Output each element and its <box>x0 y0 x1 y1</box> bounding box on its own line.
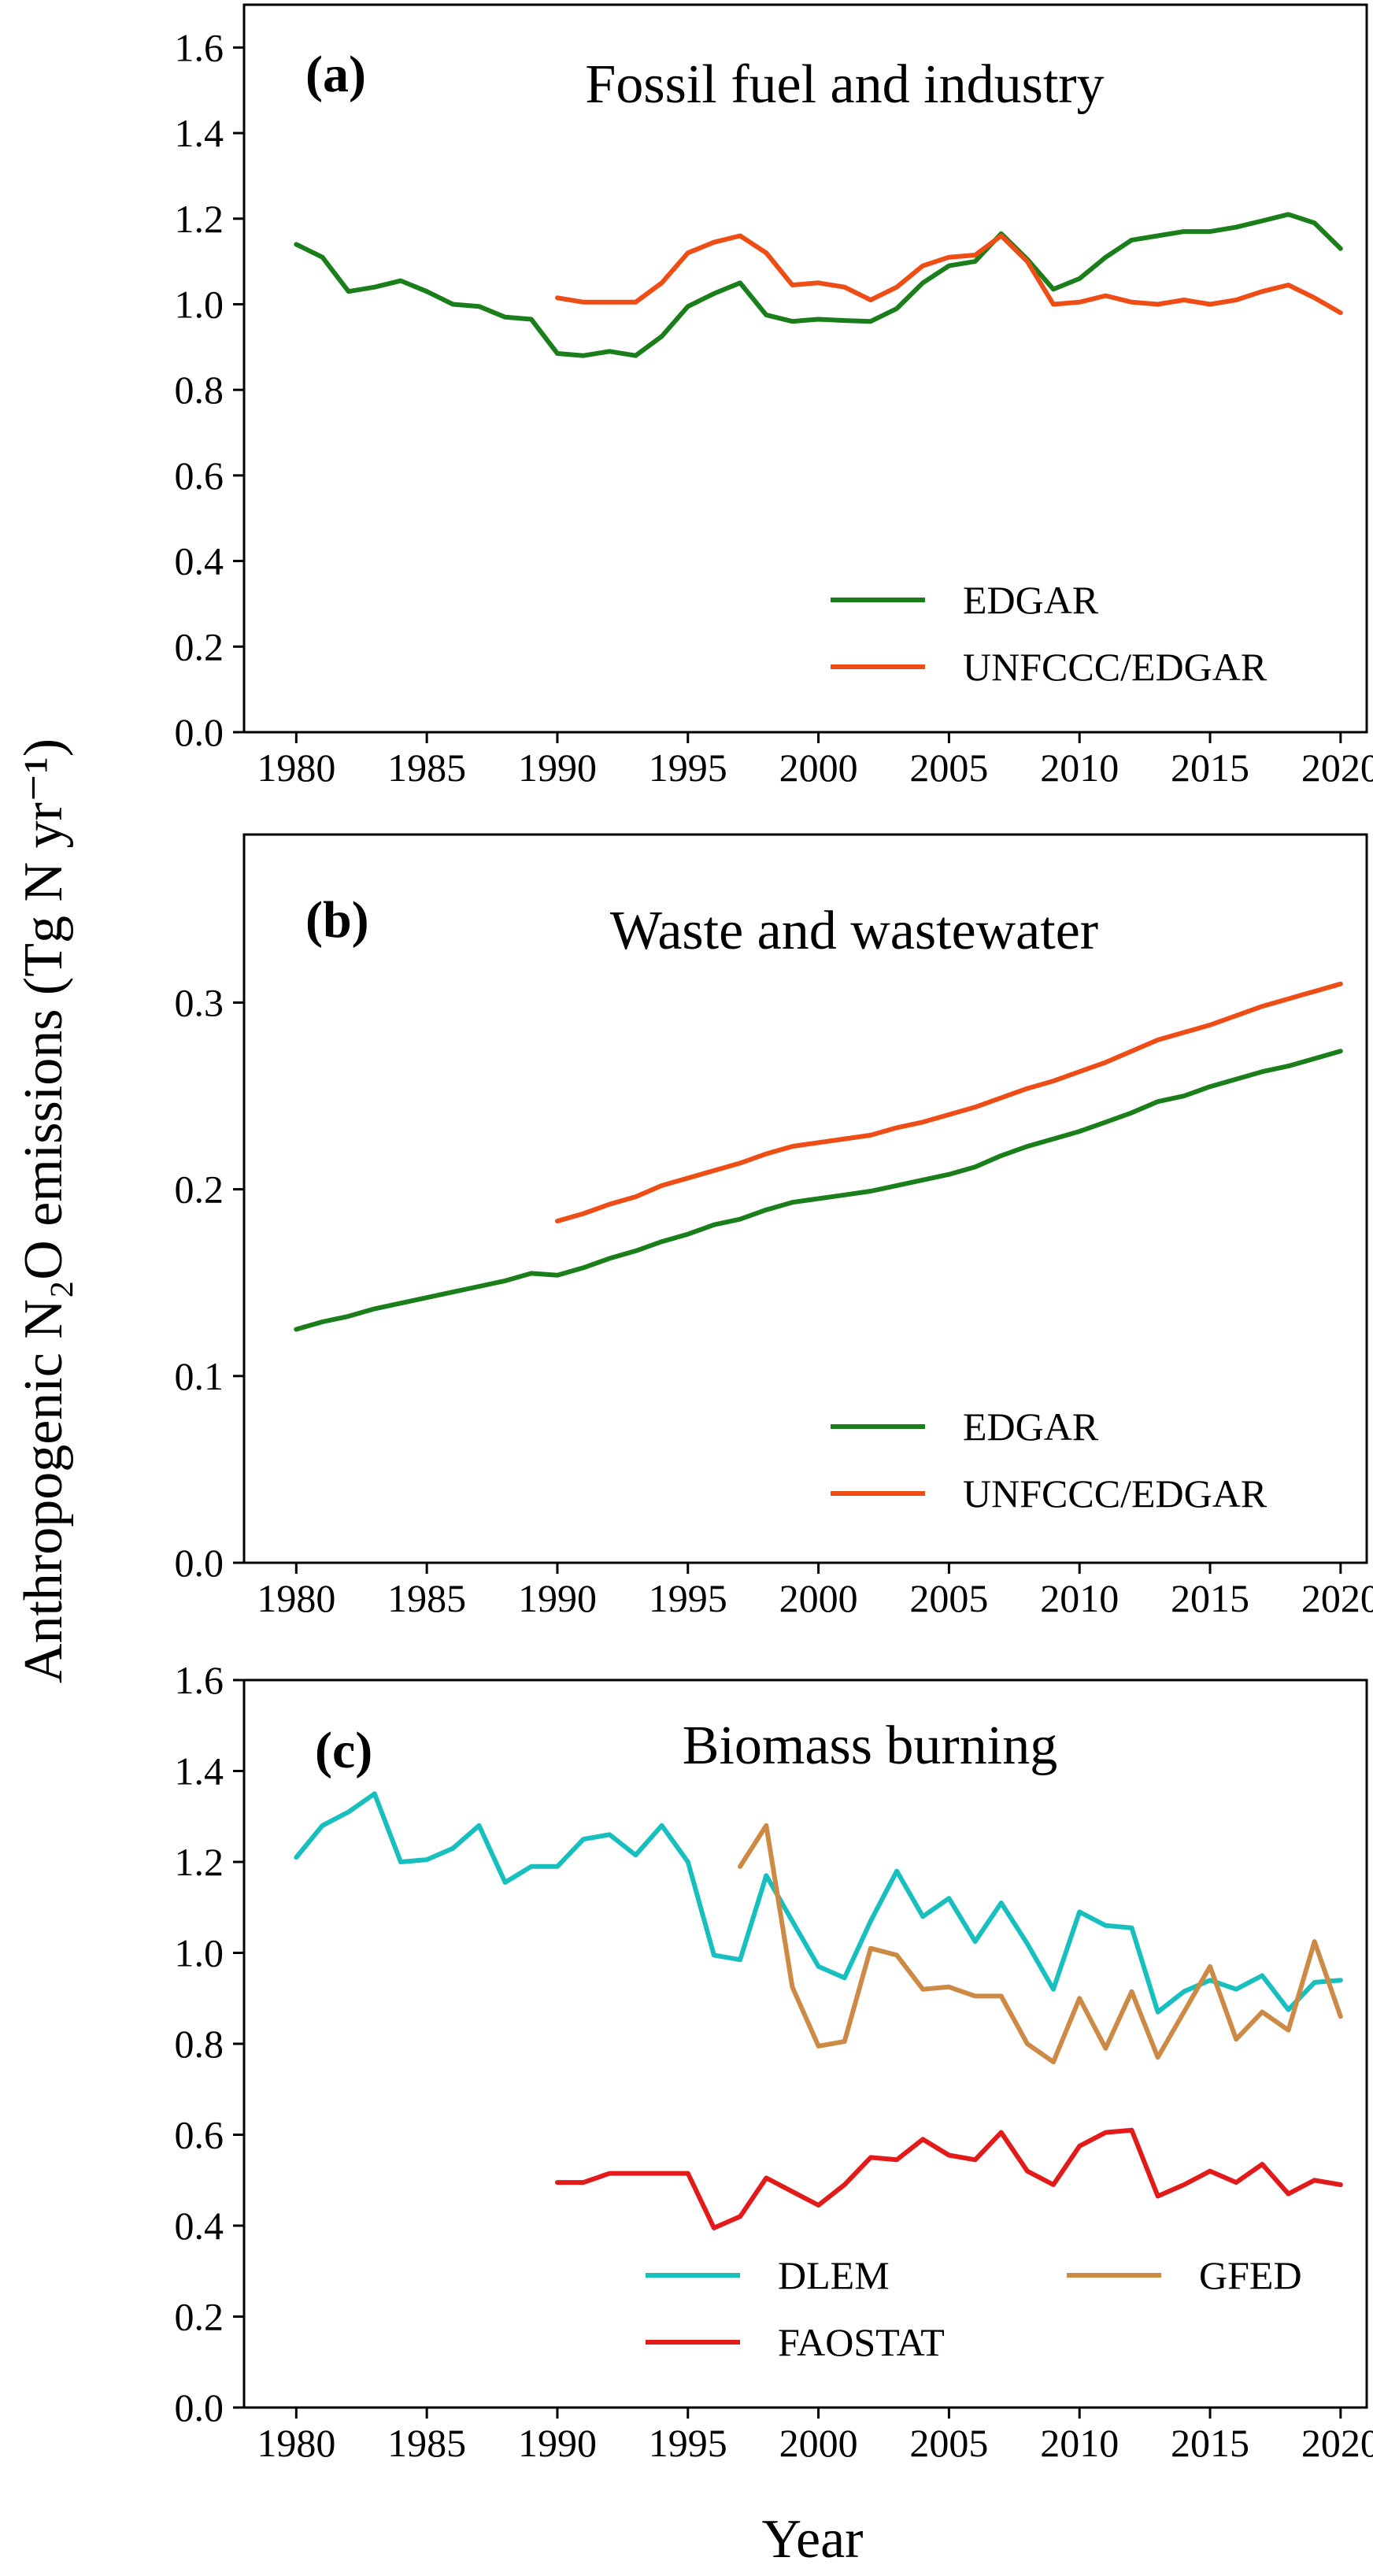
y-tick-label: 0.0 <box>175 710 224 754</box>
y-tick-label: 0.6 <box>175 453 224 498</box>
y-tick-label: 1.4 <box>175 111 224 155</box>
y-tick-label: 1.2 <box>175 197 224 241</box>
legend: EDGAR UNFCCC/EDGAR <box>831 1405 1268 1516</box>
y-tick-label: 0.8 <box>175 2022 224 2066</box>
y-tick-label: 0.8 <box>175 368 224 412</box>
legend-label: EDGAR <box>963 578 1099 622</box>
y-tick-label: 0.0 <box>175 1541 224 1585</box>
legend-label: GFED <box>1199 2253 1302 2297</box>
x-tick-label: 1985 <box>387 2421 466 2465</box>
series-line-gfed <box>738 1823 1343 2065</box>
x-tick-label: 2015 <box>1171 2421 1249 2465</box>
x-tick-label: 2005 <box>909 2421 988 2465</box>
y-tick-label: 1.0 <box>175 1931 224 1975</box>
x-tick-label: 2005 <box>909 1576 988 1620</box>
series-line-unfccc-edgar <box>555 981 1343 1223</box>
series-line-edgar <box>294 212 1343 358</box>
panel-3: 1980 1985 1990 1995 2000 2005 2010 2015 2020 0.0 0… <box>175 1658 1373 2465</box>
x-tick-label: 2020 <box>1301 746 1373 790</box>
panel-letter: (c) <box>315 1722 372 1779</box>
y-tick-label: 0.2 <box>175 1168 224 1212</box>
x-tick-label: 2010 <box>1040 2421 1119 2465</box>
x-tick-label: 1980 <box>257 746 335 790</box>
panel-title: Waste and wastewater <box>610 901 1098 961</box>
x-tick-label: 1980 <box>257 2421 335 2465</box>
legend-label: UNFCCC/EDGAR <box>963 1471 1268 1516</box>
y-tick-label: 0.1 <box>175 1354 224 1398</box>
panel-letter: (a) <box>305 46 366 103</box>
legend-label: FAOSTAT <box>778 2320 945 2364</box>
panel-1: 1980 1985 1990 1995 2000 2005 2010 2015 2020 0.0 0… <box>175 3 1373 790</box>
x-tick-label: 1990 <box>518 2421 597 2465</box>
x-tick-label: 2015 <box>1171 746 1249 790</box>
y-tick-label: 0.4 <box>175 539 224 583</box>
legend-label: UNFCCC/EDGAR <box>963 645 1268 689</box>
series-line-dlem <box>294 1791 1343 2015</box>
panel-2: 1980 1985 1990 1995 2000 2005 2010 2015 2020 0.0 0… <box>175 833 1373 1620</box>
x-tick-label: 2020 <box>1301 1576 1373 1620</box>
y-tick-label: 0.2 <box>175 2295 224 2339</box>
series-line-faostat <box>555 2127 1343 2230</box>
x-tick-label: 1980 <box>257 1576 335 1620</box>
y-tick-label: 0.4 <box>175 2204 224 2248</box>
x-tick-label: 2000 <box>779 1576 858 1620</box>
series-line-edgar <box>294 1049 1343 1332</box>
y-tick-label: 0.3 <box>175 980 224 1024</box>
series-line-unfccc-edgar <box>555 233 1343 316</box>
y-tick-label: 0.0 <box>175 2385 224 2430</box>
x-tick-label: 1995 <box>649 746 727 790</box>
x-tick-label: 1995 <box>649 1576 727 1620</box>
plot-frame <box>242 1678 1368 2409</box>
y-axis-title: Anthropogenic N₂O emissions (Tg N yr⁻¹) <box>13 738 74 1683</box>
plot-frame <box>242 833 1368 1564</box>
y-tick-label: 1.2 <box>175 1840 224 1884</box>
x-tick-label: 1985 <box>387 746 466 790</box>
x-tick-label: 1990 <box>518 1576 597 1620</box>
legend-label: EDGAR <box>963 1405 1099 1449</box>
x-tick-label: 2000 <box>779 746 858 790</box>
x-tick-label: 1990 <box>518 746 597 790</box>
x-tick-label: 1985 <box>387 1576 466 1620</box>
panel-letter: (b) <box>305 891 369 949</box>
legend: EDGAR UNFCCC/EDGAR <box>831 578 1268 689</box>
y-tick-label: 0.6 <box>175 2113 224 2157</box>
plot-frame <box>242 3 1368 734</box>
x-tick-label: 2010 <box>1040 746 1119 790</box>
x-tick-label: 2005 <box>909 746 988 790</box>
y-tick-label: 0.2 <box>175 624 224 668</box>
x-tick-label: 2015 <box>1171 1576 1249 1620</box>
x-tick-label: 2020 <box>1301 2421 1373 2465</box>
panel-title: Biomass burning <box>683 1715 1057 1776</box>
y-tick-label: 1.6 <box>175 1658 224 1702</box>
x-axis-title: Year <box>762 2509 864 2570</box>
y-tick-label: 1.6 <box>175 25 224 69</box>
legend: DLEM GFED FAOSTAT <box>646 2253 1302 2364</box>
y-tick-label: 1.0 <box>175 282 224 326</box>
panels: 1980 1985 1990 1995 2000 2005 2010 2015 2020 0.0 0… <box>175 3 1373 2465</box>
legend-label: DLEM <box>778 2253 890 2297</box>
y-tick-label: 1.4 <box>175 1749 224 1793</box>
x-tick-label: 2000 <box>779 2421 858 2465</box>
x-tick-label: 1995 <box>649 2421 727 2465</box>
panel-title: Fossil fuel and industry <box>585 54 1104 115</box>
x-tick-label: 2010 <box>1040 1576 1119 1620</box>
